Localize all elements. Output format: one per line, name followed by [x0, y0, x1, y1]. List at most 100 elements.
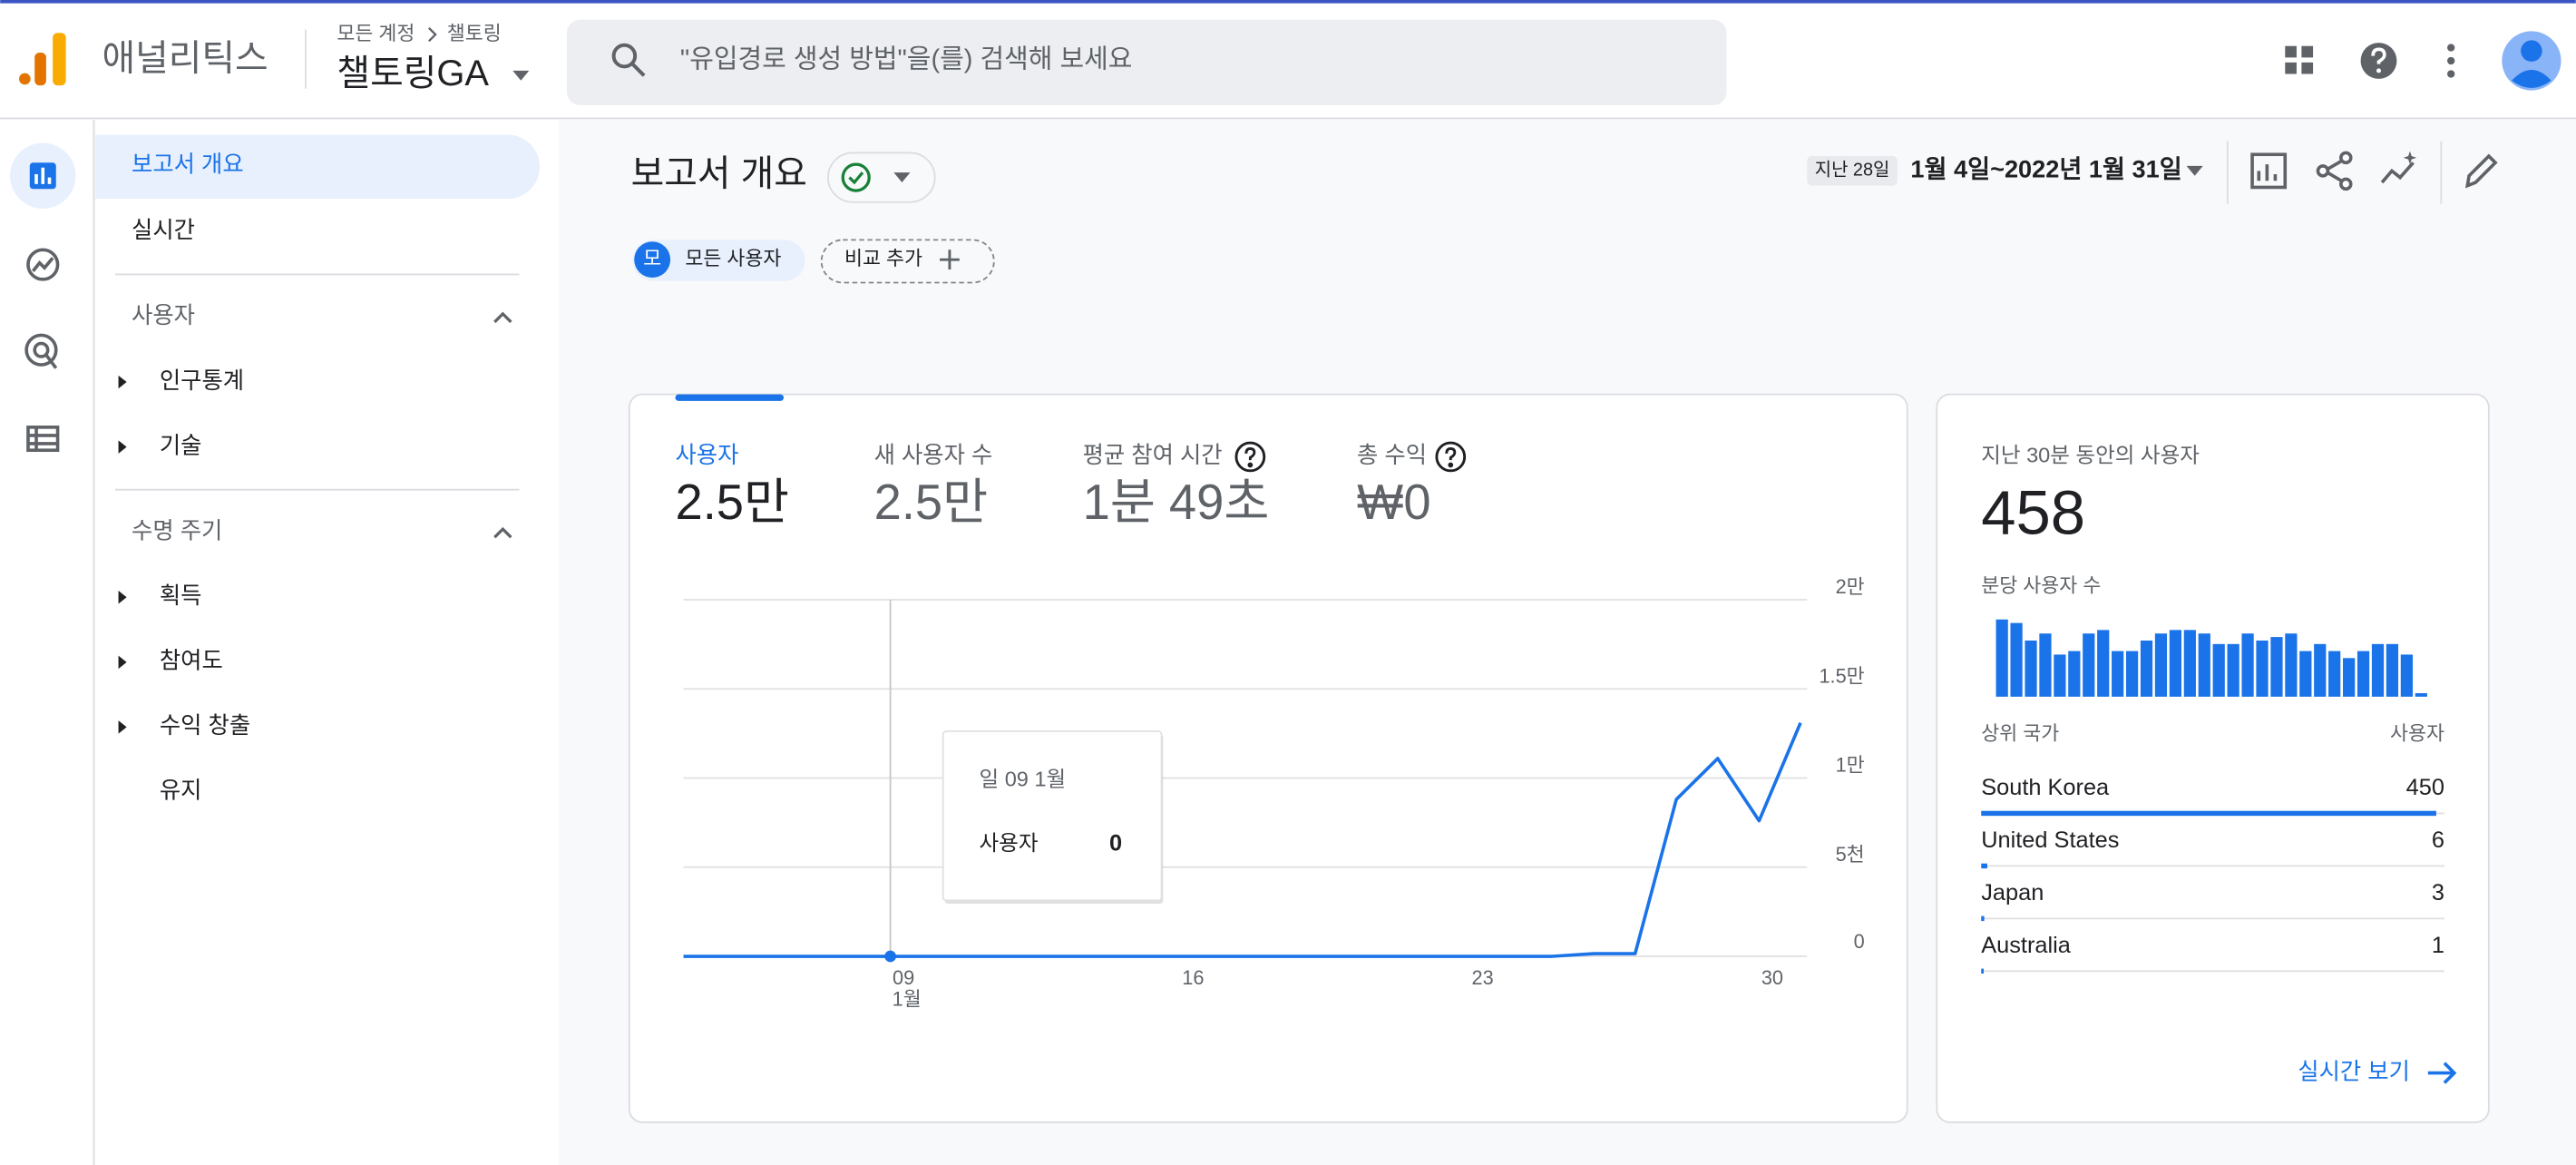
- advertising-icon[interactable]: [24, 333, 58, 369]
- nav-item[interactable]: 기술: [160, 433, 202, 458]
- metric-label[interactable]: 평균 참여 시간: [1083, 443, 1223, 468]
- insights-button[interactable]: [2380, 151, 2417, 184]
- bar: [2328, 651, 2341, 697]
- filter-chip[interactable]: [632, 240, 805, 281]
- collapse-chevron[interactable]: [493, 311, 512, 324]
- nav-item[interactable]: 실시간: [132, 218, 195, 243]
- customize-report-button[interactable]: [2250, 152, 2288, 190]
- country-bar: [1981, 915, 1985, 922]
- y-tick-label: 2만: [1836, 575, 1865, 598]
- expand-arrow: [118, 440, 127, 454]
- tooltip-value: 0: [1109, 831, 1122, 857]
- bar: [2212, 643, 2225, 697]
- country-bar: [1981, 810, 2436, 817]
- reports-icon[interactable]: [10, 142, 76, 209]
- account-avatar[interactable]: [2502, 31, 2561, 91]
- bar: [2068, 651, 2081, 697]
- help-icon[interactable]: [1435, 441, 1467, 473]
- configure-icon[interactable]: [26, 426, 60, 453]
- nav-item[interactable]: 인구통계: [160, 368, 244, 394]
- bar: [2140, 640, 2153, 697]
- filter-chip-label: 모든 사용자: [685, 247, 781, 269]
- x-month-label: 1월: [893, 988, 922, 1011]
- date-range[interactable]: 1월 4일~2022년 1월 31일: [1910, 155, 2181, 183]
- expand-arrow: [118, 375, 127, 389]
- logo: [19, 33, 66, 86]
- search-box[interactable]: [566, 19, 1727, 105]
- metric-label[interactable]: 새 사용자 수: [874, 443, 993, 468]
- metric-value: ₩0: [1357, 475, 1431, 530]
- nav-item[interactable]: 수익 창출: [160, 713, 250, 739]
- bar: [2183, 630, 2196, 697]
- nav-item[interactable]: 획득: [160, 583, 202, 609]
- country-bar: [1981, 968, 1984, 974]
- country-name: Japan: [1981, 880, 2044, 906]
- bar: [2415, 692, 2427, 697]
- dropdown-arrow: [512, 70, 530, 81]
- compare-chip[interactable]: [820, 239, 995, 284]
- realtime-link[interactable]: 실시간 보기: [2298, 1059, 2410, 1084]
- nav-panel: [95, 120, 559, 1165]
- realtime-count: 458: [1981, 478, 2085, 548]
- bar: [2112, 651, 2124, 697]
- nav-item[interactable]: 유지: [160, 778, 202, 804]
- tooltip-box: [942, 729, 1163, 902]
- report-title: 보고서 개요: [631, 153, 807, 193]
- compare-chip-label: 비교 추가: [844, 247, 922, 269]
- more-button[interactable]: [2447, 44, 2455, 78]
- bar: [2227, 643, 2239, 697]
- share-button[interactable]: [2316, 151, 2353, 191]
- edit-button[interactable]: [2464, 153, 2498, 189]
- bar: [2343, 658, 2356, 697]
- link-arrow: [2427, 1062, 2457, 1084]
- country-value: 450: [2406, 775, 2444, 800]
- bar: [2285, 633, 2298, 697]
- table-header: 상위 국가: [1981, 721, 2059, 744]
- x-tick-label: 09: [893, 966, 914, 989]
- bar: [2400, 654, 2413, 697]
- bar: [2097, 630, 2110, 697]
- date-badge: 지난 28일: [1815, 160, 1890, 181]
- bar: [2314, 643, 2327, 697]
- country-bar: [1981, 863, 1987, 869]
- overview-card: [628, 393, 1908, 1123]
- breadcrumb[interactable]: 챌토링: [447, 22, 502, 44]
- x-tick-label: 16: [1182, 966, 1204, 989]
- nav-section[interactable]: 수명 주기: [132, 518, 222, 543]
- bar: [2198, 633, 2210, 697]
- apps-button[interactable]: [2285, 45, 2314, 74]
- help-button[interactable]: [2360, 43, 2397, 79]
- y-tick-label: 5천: [1836, 843, 1865, 866]
- country-value: 3: [2432, 880, 2444, 906]
- collapse-chevron[interactable]: [493, 526, 512, 539]
- help-icon[interactable]: [1234, 441, 1266, 473]
- nav-section[interactable]: 사용자: [132, 303, 195, 328]
- bar: [2125, 651, 2139, 697]
- metric-value: 2.5만: [874, 475, 989, 530]
- metric-label[interactable]: 사용자: [675, 443, 738, 468]
- expand-arrow: [118, 720, 127, 734]
- breadcrumb[interactable]: 모든 계정: [337, 22, 415, 44]
- date-dropdown[interactable]: [2186, 165, 2203, 176]
- bar: [2054, 654, 2066, 697]
- realtime-title: 지난 30분 동안의 사용자: [1981, 444, 2200, 467]
- nav-item[interactable]: 참여도: [160, 649, 223, 674]
- bar: [2241, 633, 2254, 697]
- country-name: Australia: [1981, 933, 2072, 958]
- country-value: 1: [2432, 933, 2444, 958]
- country-name: United States: [1981, 827, 2119, 853]
- metric-label[interactable]: 총 수익: [1357, 443, 1427, 468]
- realtime-card: [1936, 393, 2490, 1123]
- x-tick-label: 30: [1761, 966, 1783, 989]
- status-chip[interactable]: [827, 152, 936, 203]
- explore-icon[interactable]: [26, 248, 60, 281]
- y-tick-label: 0: [1854, 930, 1865, 953]
- nav-item[interactable]: 보고서 개요: [132, 152, 244, 178]
- bar: [2039, 633, 2052, 697]
- property-selector[interactable]: 챌토링GA: [337, 54, 489, 93]
- bar: [2169, 630, 2182, 697]
